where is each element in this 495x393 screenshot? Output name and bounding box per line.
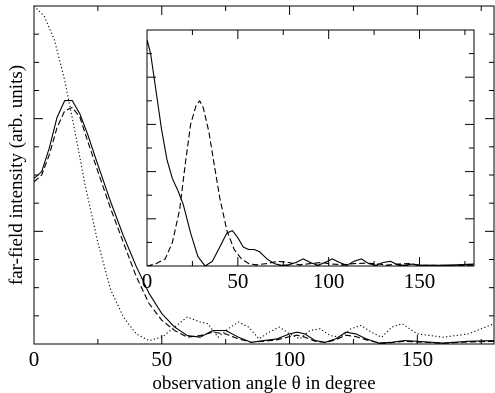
main-plot: 0 50 100 150 observation angle θ in degree … [6, 5, 495, 393]
main-x-tick-label: 0 [29, 347, 40, 371]
inset-series-solid-line [146, 39, 475, 267]
y-axis-title: far-field intensity (arb. units) [6, 65, 27, 285]
inset-x-tick-label: 150 [404, 269, 436, 293]
inset-x-tick-label: 100 [313, 269, 345, 293]
inset-ticks [146, 29, 474, 267]
main-x-tick-label: 100 [274, 347, 306, 371]
main-tick-labels: 0 50 100 150 [29, 347, 433, 371]
main-series-dashed-line [33, 106, 495, 344]
inset-plot-frame [146, 29, 475, 267]
main-series [33, 5, 495, 344]
inset-tick-labels: 0 50 100 150 [142, 269, 436, 293]
inset-series [146, 39, 475, 267]
inset-x-tick-label: 0 [142, 269, 153, 293]
main-series-dotted-line [33, 5, 495, 342]
inset-plot: 0 50 100 150 [142, 29, 475, 293]
x-axis-title: observation angle θ in degree [152, 373, 375, 393]
inset-series-dashed-line [146, 100, 475, 267]
main-x-tick-label: 50 [151, 347, 172, 371]
inset-x-tick-label: 50 [227, 269, 248, 293]
main-x-tick-label: 150 [402, 347, 434, 371]
